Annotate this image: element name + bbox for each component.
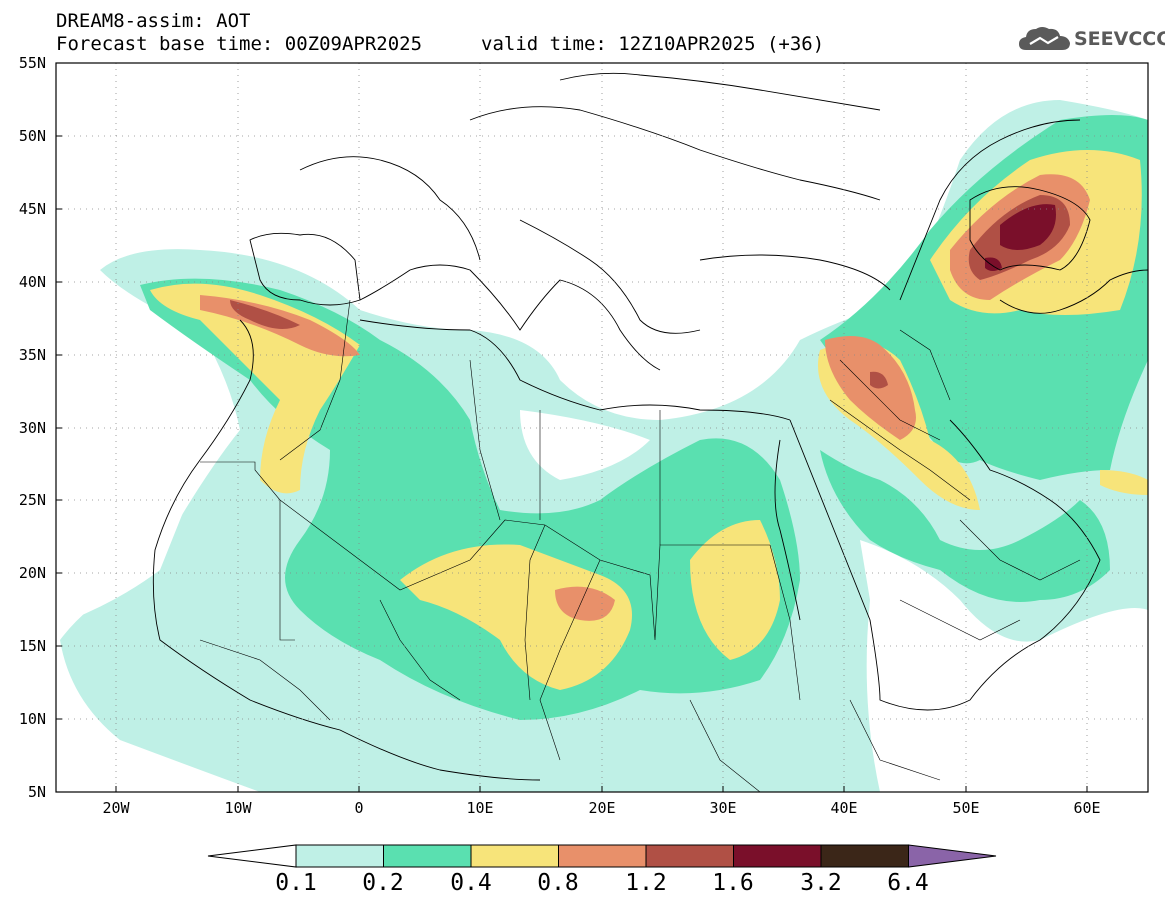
lat-label-35n: 35N: [18, 346, 46, 364]
forecast-times: Forecast base time: 00Z09APR2025 valid ti…: [56, 33, 824, 55]
colorbar-swatch-3: [470, 844, 559, 868]
lat-label-15n: 15N: [18, 637, 46, 655]
lat-label-10n: 10N: [18, 710, 46, 728]
colorbar-swatch-5: [645, 844, 734, 868]
lat-label-50n: 50N: [18, 127, 46, 145]
lon-label-30e: 30E: [709, 799, 737, 817]
lon-label-10w: 10W: [224, 799, 252, 817]
logo-text: SEEVCCC: [1074, 28, 1165, 50]
colorbar-swatch-7: [820, 844, 909, 868]
colorbar-label-3.2: 3.2: [800, 870, 842, 896]
lat-label-5n: 5N: [27, 783, 46, 801]
lat-label-45n: 45N: [18, 200, 46, 218]
colorbar-max-arrow: [908, 844, 997, 868]
coastlines: [152, 72, 1148, 781]
axis-ticks: [56, 135, 1088, 792]
colorbar: [207, 844, 997, 868]
lon-label-20e: 20E: [588, 799, 616, 817]
colorbar-label-0.4: 0.4: [450, 870, 492, 896]
colorbar-label-1.6: 1.6: [712, 870, 754, 896]
map-title: DREAM8-assim: AOT: [56, 10, 251, 32]
colorbar-label-1.2: 1.2: [625, 870, 667, 896]
colorbar-swatch-4: [558, 844, 647, 868]
lon-label-10e: 10E: [466, 799, 494, 817]
aot-clear-areas: [56, 332, 1148, 792]
seevccc-logo: SEEVCCC: [1018, 24, 1165, 54]
country-borders: [199, 299, 1081, 792]
base-time: Forecast base time: 00Z09APR2025: [56, 33, 423, 55]
lat-label-20n: 20N: [18, 564, 46, 582]
colorbar-label-0.2: 0.2: [362, 870, 404, 896]
lon-label-20w: 20W: [102, 799, 130, 817]
aot-level-1.6: [985, 204, 1056, 271]
valid-time: valid time: 12Z10APR2025 (+36): [481, 33, 825, 55]
colorbar-label-0.8: 0.8: [537, 870, 579, 896]
map-frame: [55, 62, 1149, 793]
colorbar-label-0.1: 0.1: [275, 870, 317, 896]
lat-label-40n: 40N: [18, 273, 46, 291]
lat-label-55n: 55N: [18, 54, 46, 72]
aot-field: [56, 100, 1148, 792]
lon-label-0: 0: [354, 799, 364, 817]
colorbar-label-6.4: 6.4: [887, 870, 929, 896]
colorbar-swatch-6: [733, 844, 822, 868]
colorbar-swatch-2: [383, 844, 472, 868]
lon-label-40e: 40E: [830, 799, 858, 817]
lon-label-50e: 50E: [952, 799, 980, 817]
colorbar-swatch-1: [295, 844, 384, 868]
lat-label-30n: 30N: [18, 419, 46, 437]
grid-lines: [56, 63, 1148, 792]
cloud-icon: [1019, 27, 1070, 50]
lat-label-25n: 25N: [18, 491, 46, 509]
lon-label-60e: 60E: [1073, 799, 1101, 817]
colorbar-min-arrow: [207, 844, 297, 868]
